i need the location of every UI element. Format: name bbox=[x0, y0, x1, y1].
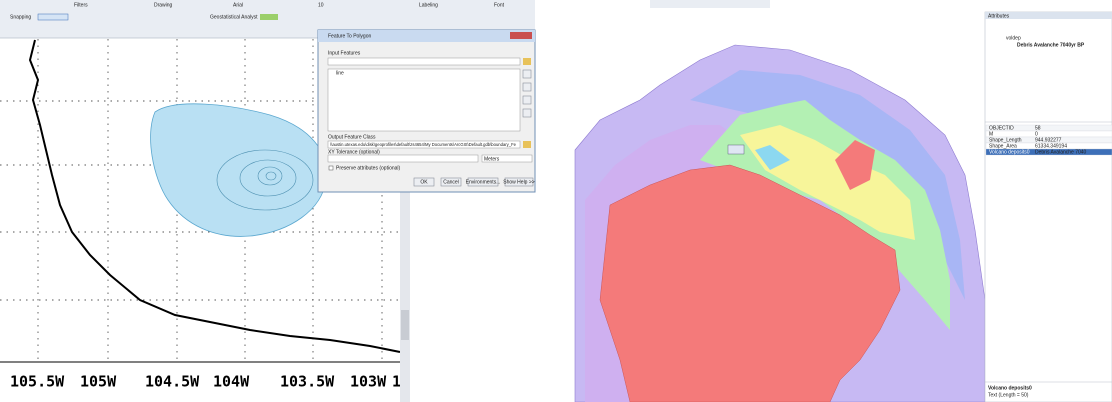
dialog: Feature To Polygon Input Features line O… bbox=[317, 29, 536, 193]
input-label: Input Features bbox=[328, 50, 361, 56]
field-name: Volcano deposits0 bbox=[988, 385, 1032, 391]
dialog-button[interactable] bbox=[440, 177, 462, 187]
tolerance-label: XY Tolerance (optional) bbox=[328, 149, 380, 155]
dialog-titlebar bbox=[318, 30, 535, 42]
output-field[interactable] bbox=[327, 140, 521, 149]
dialog-button-label[interactable]: Cancel bbox=[443, 179, 459, 185]
preserve-checkbox[interactable] bbox=[328, 165, 334, 171]
axis-label: 103.5W bbox=[280, 373, 335, 391]
toolbar-font-size[interactable]: 10 bbox=[318, 2, 324, 8]
axis-label: 104.5W bbox=[145, 373, 200, 391]
dialog-button-label[interactable]: Show Help >> bbox=[503, 179, 534, 185]
dialog-button[interactable] bbox=[504, 177, 534, 187]
input-item[interactable]: line bbox=[336, 70, 344, 76]
right-window: Attributes voldep Debris Avalanche 7040y… bbox=[574, 0, 1112, 402]
input-combo[interactable] bbox=[327, 57, 521, 66]
toolbar-filters[interactable]: Filters bbox=[74, 2, 88, 8]
unit-red bbox=[599, 164, 901, 402]
selection-tool[interactable] bbox=[727, 144, 745, 155]
input-list[interactable] bbox=[327, 68, 521, 132]
unit-combo[interactable] bbox=[481, 154, 533, 163]
dialog-button[interactable] bbox=[467, 177, 499, 187]
feature-name[interactable]: Debris Avalanche 7040yr BP bbox=[1017, 42, 1085, 48]
unit-yellow bbox=[740, 125, 915, 240]
attr-field[interactable]: OBJECTID bbox=[989, 125, 1014, 131]
attr-field[interactable]: Volcano deposits0 bbox=[989, 149, 1030, 155]
dialog-button[interactable] bbox=[413, 177, 435, 187]
toolbar-font[interactable]: Arial bbox=[233, 2, 243, 8]
field-type: Text (Length = 50) bbox=[988, 392, 1029, 398]
attr-field[interactable]: Shape_Area bbox=[989, 143, 1017, 149]
tolerance-field[interactable] bbox=[327, 154, 479, 163]
axis-label: 103W bbox=[350, 373, 387, 391]
unit[interactable]: Meters bbox=[484, 156, 500, 162]
attr-value[interactable]: Debris Avalanche 7040 bbox=[1035, 149, 1087, 155]
right-toolbar bbox=[650, 0, 770, 8]
attr-row[interactable] bbox=[985, 148, 1112, 156]
scrollbar[interactable] bbox=[400, 39, 410, 402]
preserve-label[interactable]: Preserve attributes (optional) bbox=[336, 165, 401, 171]
attr-value[interactable]: 0 bbox=[1035, 131, 1038, 137]
output-path[interactable]: \\austin.utexas.edu\disk\geoprofiles\def… bbox=[330, 142, 517, 147]
axis-label: 104W bbox=[213, 373, 250, 391]
layer-name[interactable]: voldep bbox=[1006, 35, 1021, 41]
unit-cyan bbox=[755, 145, 790, 170]
attr-row[interactable] bbox=[985, 130, 1112, 138]
coastline bbox=[28, 39, 401, 353]
axis-label: 105.5W bbox=[10, 373, 65, 391]
attr-field[interactable]: Shape_Length bbox=[989, 137, 1022, 143]
dialog-button-label[interactable]: OK bbox=[420, 179, 428, 185]
toolbar-font-label[interactable]: Font bbox=[494, 2, 505, 8]
left-window: Filters Drawing Arial 10 Labeling Font S… bbox=[0, 0, 536, 402]
attributes-title: Attributes bbox=[988, 13, 1010, 19]
attr-value[interactable]: 58 bbox=[1035, 125, 1041, 131]
dialog-button-label[interactable]: Environments... bbox=[466, 179, 501, 185]
output-label: Output Feature Class bbox=[328, 134, 376, 140]
attr-value[interactable]: 61334.349194 bbox=[1035, 143, 1067, 149]
toolbar-snapping[interactable]: Snapping bbox=[10, 14, 31, 20]
polygon-feature bbox=[150, 103, 327, 237]
attr-value[interactable]: 944.932277 bbox=[1035, 137, 1062, 143]
attr-field[interactable]: M bbox=[989, 131, 993, 137]
unit-blue bbox=[690, 70, 965, 300]
axis-label: 105W bbox=[80, 373, 117, 391]
dialog-title: Feature To Polygon bbox=[328, 33, 371, 39]
toolbar-labeling[interactable]: Labeling bbox=[419, 2, 438, 8]
contours bbox=[216, 149, 314, 211]
attributes-panel bbox=[984, 11, 1112, 402]
toolbar-geostat[interactable]: Geostatistical Analyst bbox=[210, 14, 258, 20]
unit-red-small bbox=[835, 140, 875, 190]
toolbar-drawing[interactable]: Drawing bbox=[154, 2, 173, 8]
